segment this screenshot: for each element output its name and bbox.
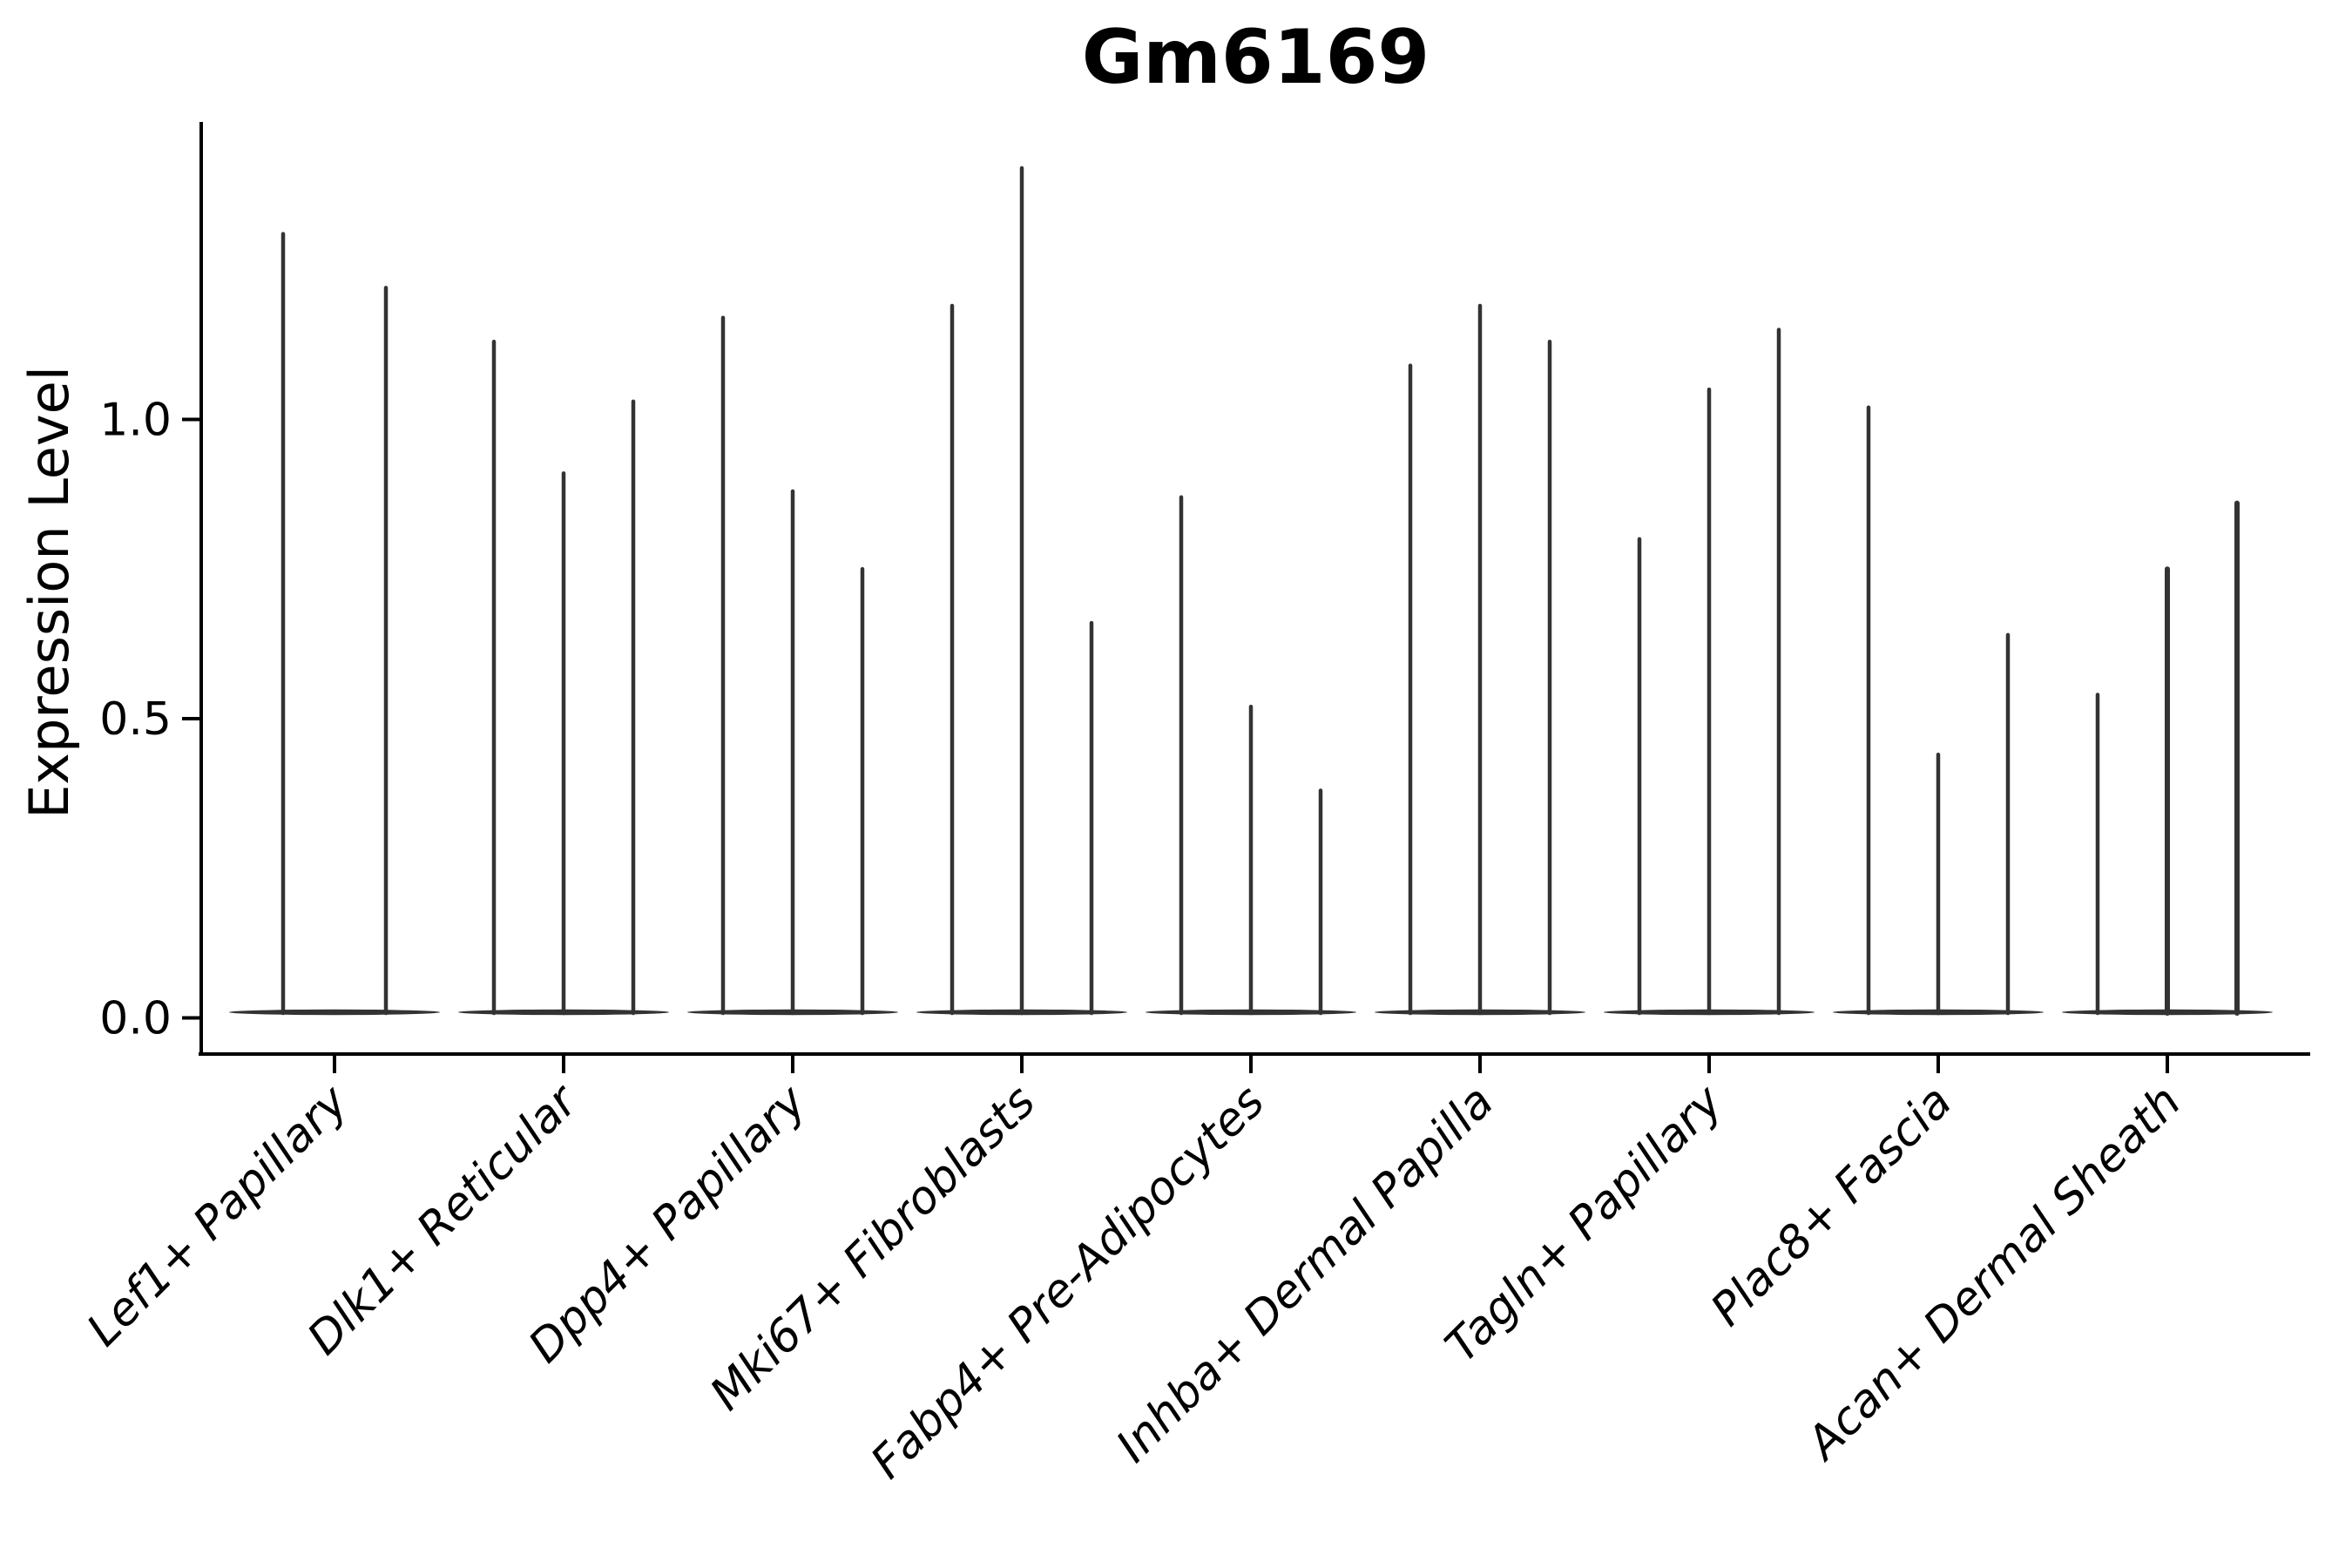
y-tick-label: 0.5 — [99, 693, 172, 746]
x-tick-label: Plac8+ Fascia — [1701, 1076, 1962, 1336]
y-tick-label: 0.0 — [99, 993, 172, 1045]
x-tick-label: Fabp4+ Pre-Adipocytes — [862, 1076, 1275, 1490]
x-tick-label: Acan+ Dermal Sheath — [1795, 1076, 2191, 1471]
x-tick-label: Inhba+ Dermal Papilla — [1106, 1076, 1504, 1473]
violin-baseline — [229, 1009, 440, 1016]
chart-title: Gm6169 — [1081, 14, 1430, 101]
y-tick-label: 1.0 — [99, 395, 172, 447]
